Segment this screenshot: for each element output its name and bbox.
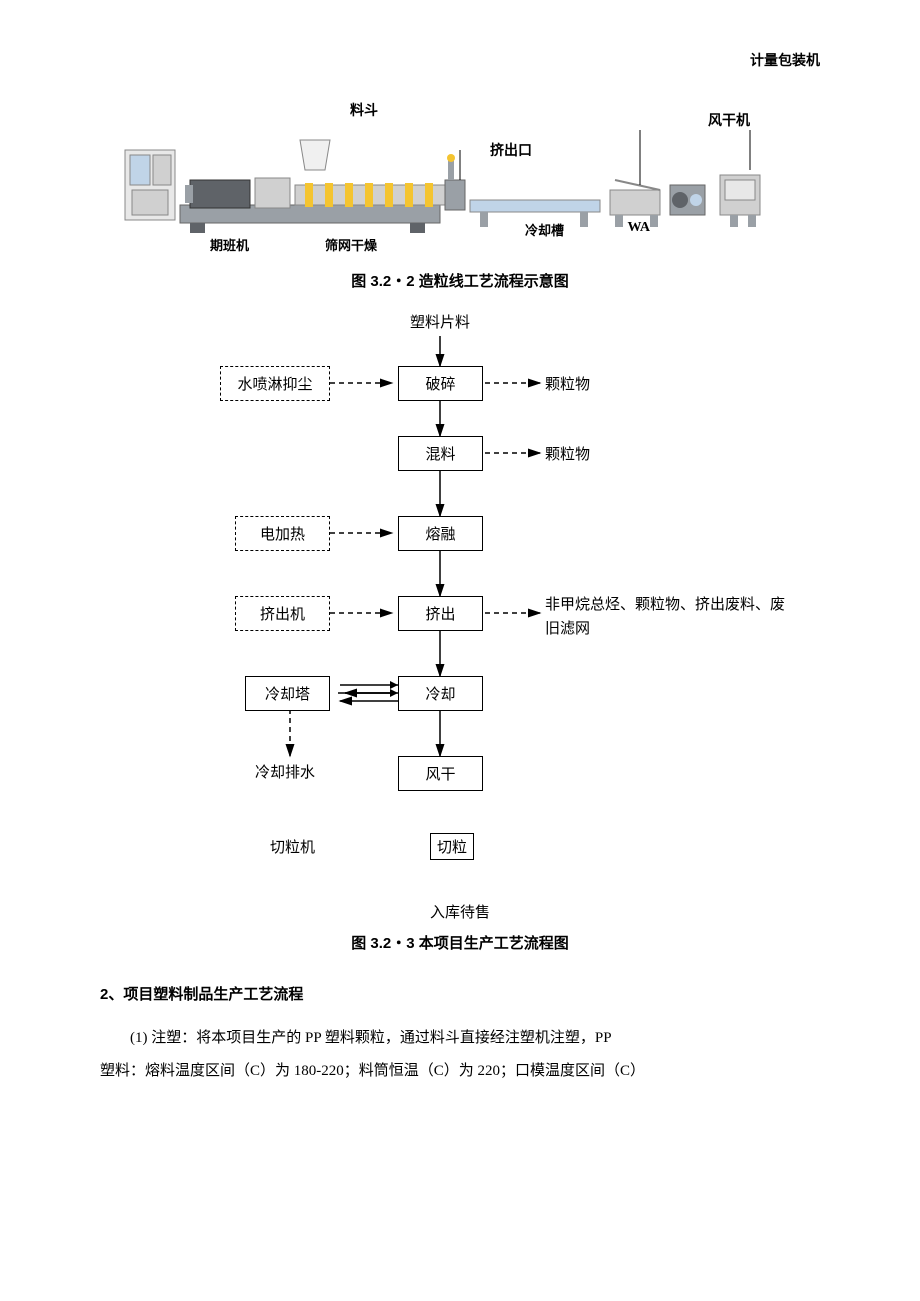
flow-crush-out: 颗粒物 bbox=[545, 373, 590, 394]
section-2-head: 2、项目塑料制品生产工艺流程 bbox=[100, 983, 840, 1004]
flow-extrude-out: 非甲烷总烃、颗粒物、挤出废料、废旧滤网 bbox=[545, 593, 795, 641]
label-packer: 计量包装机 bbox=[750, 50, 820, 70]
machine-svg bbox=[120, 130, 800, 250]
flow-end-text: 入库待售 bbox=[80, 901, 840, 922]
flow-start: 塑料片料 bbox=[410, 311, 470, 332]
flow-mix-out: 颗粒物 bbox=[545, 443, 590, 464]
caption-figure-1: 图 3.2・2 造粒线工艺流程示意图 bbox=[80, 270, 840, 291]
section-2-p1: (1) 注塑：将本项目生产的 PP 塑料颗粒，通过料斗直接经注塑机注塑，PP bbox=[100, 1022, 820, 1055]
flow-extrude: 挤出 bbox=[398, 596, 483, 631]
caption-figure-2: 图 3.2・3 本项目生产工艺流程图 bbox=[80, 932, 840, 953]
flow-tower: 冷却塔 bbox=[245, 676, 330, 711]
flow-mix: 混料 bbox=[398, 436, 483, 471]
flow-crush: 破碎 bbox=[398, 366, 483, 401]
flow-airdry: 风干 bbox=[398, 756, 483, 791]
section-2-p2: 塑料：熔料温度区间（C）为 180-220；料筒恒温（C）为 220；口模温度区… bbox=[100, 1055, 820, 1088]
flow-water-spray: 水喷淋抑尘 bbox=[220, 366, 330, 401]
flow-extruder: 挤出机 bbox=[235, 596, 330, 631]
flow-melt: 熔融 bbox=[398, 516, 483, 551]
flow-heat: 电加热 bbox=[235, 516, 330, 551]
flow-drain: 冷却排水 bbox=[255, 761, 315, 782]
label-hopper: 料斗 bbox=[350, 100, 378, 120]
machine-schematic: 计量包装机 料斗 风干机 挤出口 冷却槽 WA 期班机 筛网干燥 bbox=[120, 80, 800, 260]
process-flowchart: 塑料片料 水喷淋抑尘 破碎 颗粒物 混料 颗粒物 电加热 熔融 挤出机 挤出 非… bbox=[120, 311, 800, 871]
flow-cool: 冷却 bbox=[398, 676, 483, 711]
flow-cutter-label: 切粒机 bbox=[270, 836, 315, 857]
label-dryer: 风干机 bbox=[708, 110, 750, 130]
flow-cut: 切粒 bbox=[430, 833, 474, 860]
